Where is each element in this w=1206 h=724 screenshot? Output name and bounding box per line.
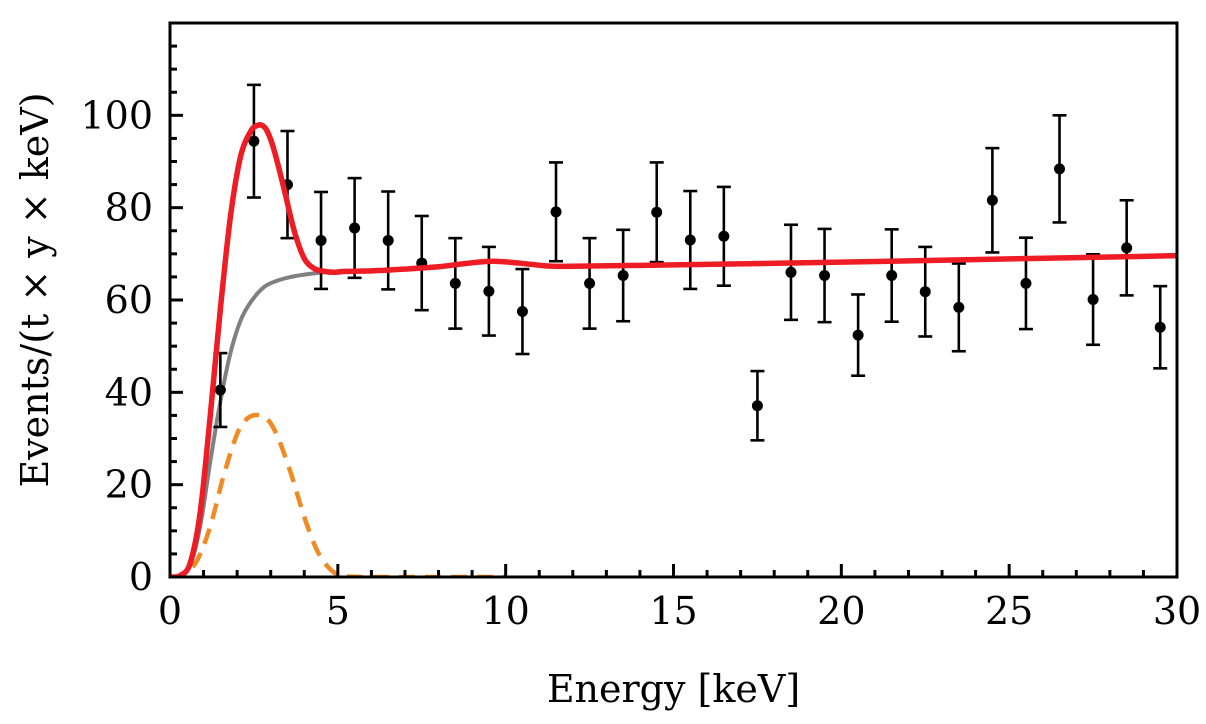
data-point — [1018, 236, 1033, 331]
data-point — [851, 293, 866, 378]
data-marker — [550, 206, 562, 218]
data-point — [750, 369, 765, 442]
data-point — [1086, 252, 1101, 347]
data-marker — [919, 286, 931, 298]
data-marker — [483, 285, 495, 297]
data-point — [1052, 114, 1067, 224]
data-marker — [986, 194, 998, 206]
data-marker — [651, 206, 663, 218]
data-marker — [248, 135, 260, 147]
data-point — [448, 236, 463, 330]
x-axis-label: Energy [keV] — [547, 667, 800, 711]
y-tick-label: 60 — [105, 278, 153, 322]
y-tick-label: 0 — [129, 555, 153, 599]
data-point — [1153, 284, 1168, 370]
data-point — [347, 176, 362, 280]
data-point — [783, 223, 798, 322]
data-point — [1119, 198, 1134, 297]
data-marker — [516, 306, 528, 318]
data-marker — [886, 270, 898, 282]
data-point — [246, 83, 261, 199]
data-marker — [751, 400, 763, 412]
data-point — [884, 228, 899, 323]
data-marker — [1121, 242, 1133, 254]
x-tick-label: 15 — [649, 589, 697, 633]
data-marker — [449, 277, 461, 289]
data-point — [817, 227, 832, 324]
data-marker — [1054, 163, 1066, 175]
x-tick-label: 10 — [481, 589, 529, 633]
data-point — [716, 185, 731, 287]
data-marker — [953, 301, 965, 313]
data-point — [649, 161, 664, 264]
x-tick-label: 20 — [817, 589, 865, 633]
data-marker — [584, 277, 596, 289]
data-point — [985, 146, 1000, 254]
ticks-layer: 0 5 10 15 20 25 30 0 20 40 60 80 100 — [80, 21, 1201, 633]
data-point — [549, 161, 564, 263]
data-marker — [1020, 277, 1032, 289]
data-marker — [718, 230, 730, 242]
data-marker — [617, 270, 629, 282]
y-tick-label: 20 — [105, 463, 153, 507]
data-marker — [852, 329, 864, 341]
data-point — [616, 228, 631, 323]
y-axis-label: Events/(t × y × keV) — [13, 92, 57, 487]
data-marker — [684, 234, 696, 246]
data-marker — [1154, 321, 1166, 333]
series-signal-line — [170, 412, 506, 577]
y-tick-label: 80 — [105, 186, 153, 230]
series-data-points — [213, 83, 1168, 442]
x-tick-label: 25 — [985, 589, 1033, 633]
data-marker — [382, 234, 394, 246]
x-tick-label: 5 — [326, 589, 350, 633]
data-point — [515, 267, 530, 356]
data-point — [683, 189, 698, 291]
data-marker — [785, 266, 797, 278]
series-total-fit-line — [170, 121, 1177, 577]
data-marker — [1087, 294, 1099, 306]
data-marker — [315, 234, 327, 246]
data-point — [414, 214, 429, 312]
data-marker — [819, 270, 831, 282]
data-point — [582, 236, 597, 330]
y-tick-label: 100 — [80, 93, 153, 137]
x-tick-label: 30 — [1153, 589, 1201, 633]
data-point — [381, 190, 396, 291]
y-tick-label: 40 — [105, 370, 153, 414]
x-tick-label: 0 — [158, 589, 182, 633]
data-marker — [214, 384, 226, 396]
data-marker — [349, 222, 361, 234]
data-point — [951, 262, 966, 353]
series-layer — [170, 83, 1177, 577]
